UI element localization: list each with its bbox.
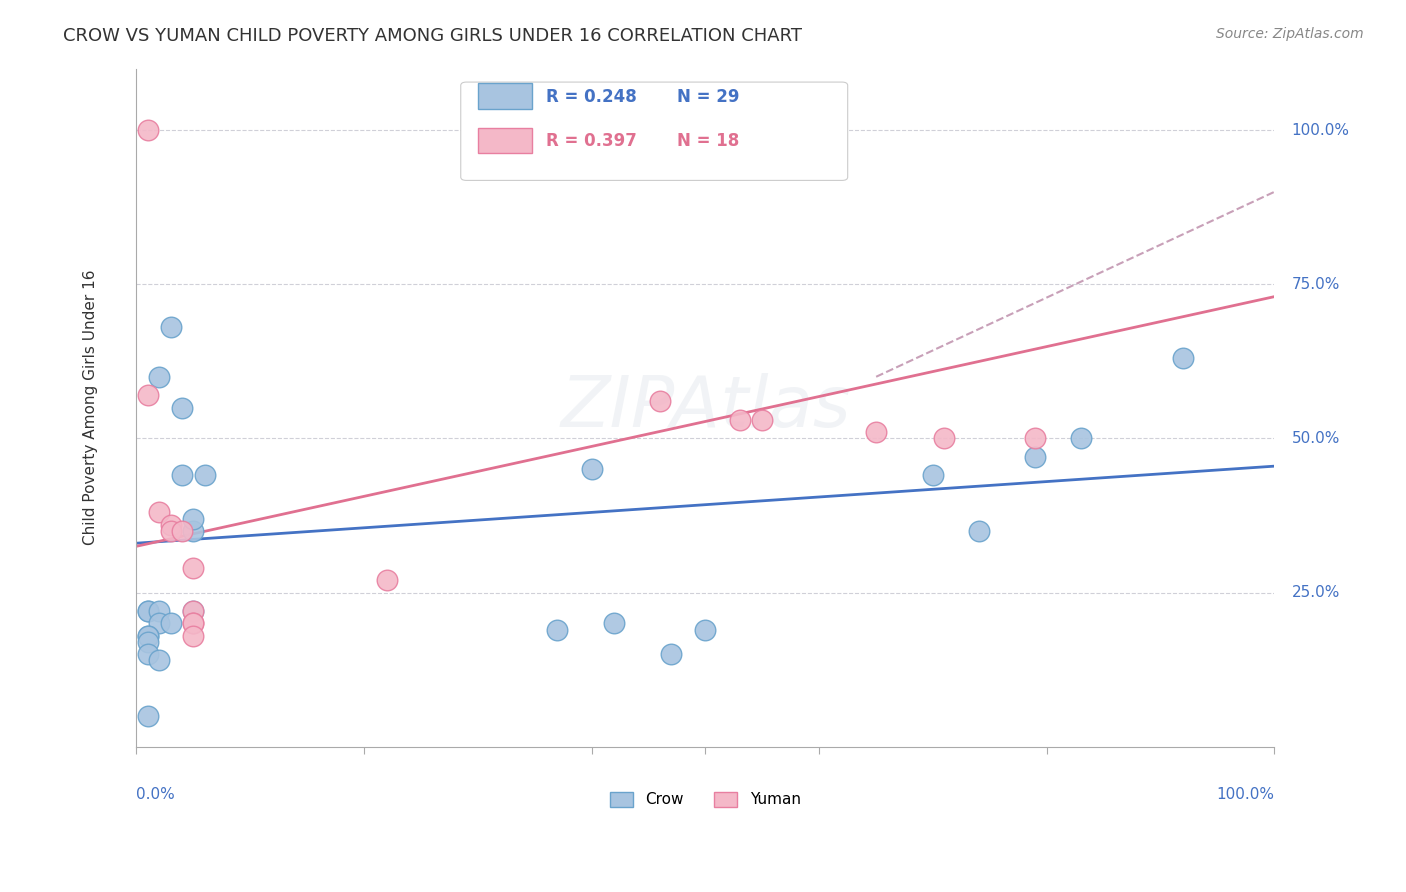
Point [136, 604, 159, 618]
Text: Source: ZipAtlas.com: Source: ZipAtlas.com [1216, 27, 1364, 41]
Point [865, 425, 887, 440]
Text: 75.0%: 75.0% [1292, 277, 1340, 292]
Text: ZIPAtlas: ZIPAtlas [560, 373, 851, 442]
FancyBboxPatch shape [478, 128, 533, 153]
Point [603, 616, 626, 631]
Point [170, 401, 193, 415]
Point [1024, 431, 1046, 445]
Point [547, 623, 569, 637]
Point [181, 629, 204, 643]
Point [581, 462, 603, 476]
Point [148, 369, 170, 384]
Text: CROW VS YUMAN CHILD POVERTY AMONG GIRLS UNDER 16 CORRELATION CHART: CROW VS YUMAN CHILD POVERTY AMONG GIRLS … [63, 27, 803, 45]
FancyBboxPatch shape [461, 82, 848, 180]
Text: N = 18: N = 18 [676, 132, 740, 150]
Text: R = 0.248: R = 0.248 [546, 88, 637, 106]
Text: 50.0%: 50.0% [1292, 431, 1340, 446]
Point [159, 616, 181, 631]
Text: Child Poverty Among Girls Under 16: Child Poverty Among Girls Under 16 [83, 270, 98, 545]
Point [136, 635, 159, 649]
Point [136, 604, 159, 618]
Point [159, 524, 181, 538]
Point [136, 629, 159, 643]
Point [375, 573, 398, 587]
Point [181, 604, 204, 618]
Point [148, 505, 170, 519]
Point [181, 616, 204, 631]
Point [695, 623, 717, 637]
Point [934, 431, 956, 445]
Legend: Crow, Yuman: Crow, Yuman [605, 785, 807, 814]
Point [136, 629, 159, 643]
Point [1024, 450, 1046, 464]
Text: 100.0%: 100.0% [1216, 788, 1274, 802]
Point [159, 517, 181, 532]
Point [181, 511, 204, 525]
Point [648, 394, 671, 409]
Point [148, 616, 170, 631]
Point [728, 413, 751, 427]
Point [181, 604, 204, 618]
Point [194, 468, 217, 483]
Point [136, 388, 159, 402]
Point [181, 524, 204, 538]
Point [136, 647, 159, 661]
Point [659, 647, 682, 661]
Text: N = 29: N = 29 [676, 88, 740, 106]
Point [148, 604, 170, 618]
Text: 100.0%: 100.0% [1292, 123, 1350, 137]
Point [1070, 431, 1092, 445]
Point [751, 413, 773, 427]
Point [922, 468, 945, 483]
Point [1173, 351, 1195, 366]
Point [181, 561, 204, 575]
Point [170, 468, 193, 483]
Text: 25.0%: 25.0% [1292, 585, 1340, 600]
Text: 0.0%: 0.0% [136, 788, 176, 802]
Point [626, 129, 648, 144]
Point [136, 123, 159, 137]
Point [159, 320, 181, 334]
FancyBboxPatch shape [478, 84, 533, 109]
Point [148, 653, 170, 667]
Text: R = 0.397: R = 0.397 [546, 132, 637, 150]
Point [181, 616, 204, 631]
Point [170, 524, 193, 538]
Point [136, 708, 159, 723]
Point [967, 524, 990, 538]
